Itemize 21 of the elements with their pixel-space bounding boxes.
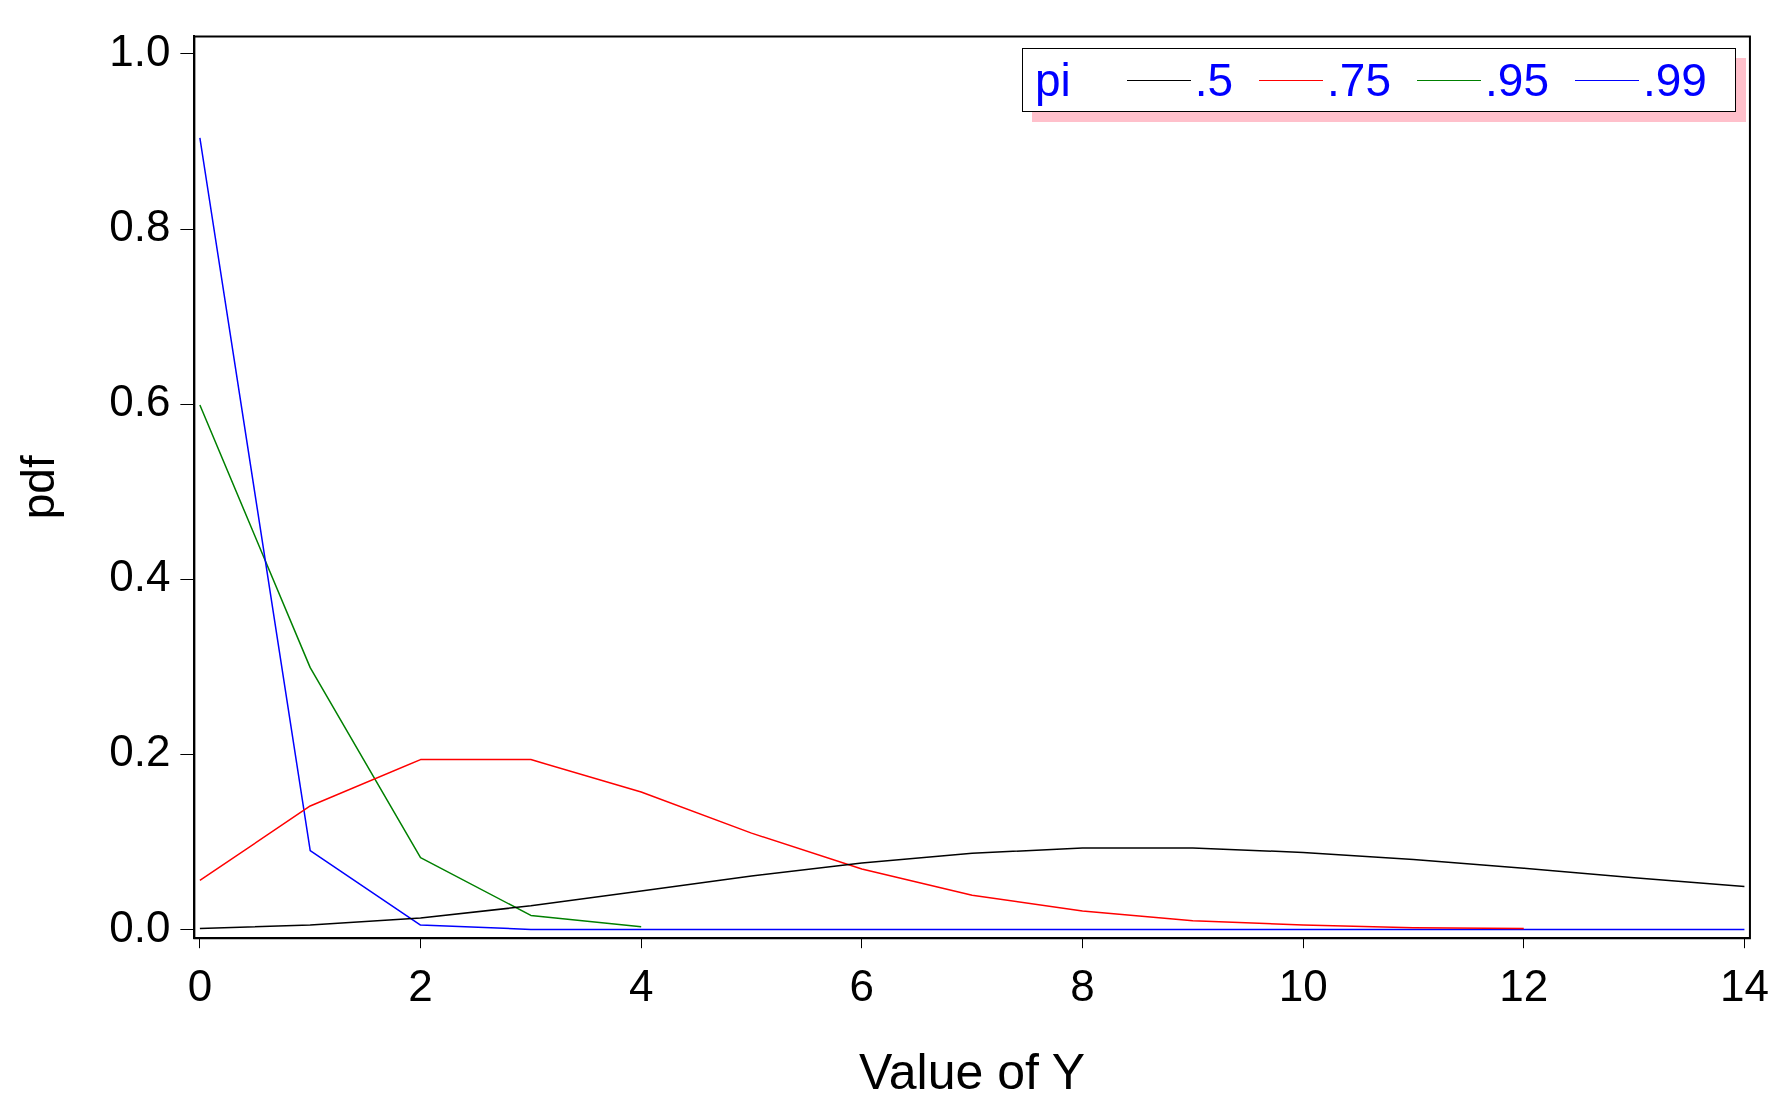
x-tick-label: 8 [1070, 960, 1095, 1010]
x-tick-label: 2 [408, 960, 433, 1010]
x-tick-label: 4 [628, 960, 654, 1010]
y-tick-label: 0.0 [109, 901, 171, 951]
legend-label: .99 [1643, 53, 1707, 108]
y-tick-label: 1.0 [109, 26, 171, 76]
y-axis-title: pdf [12, 455, 65, 520]
x-tick-label: 12 [1499, 960, 1549, 1010]
x-tick-label: 6 [849, 960, 875, 1010]
legend-label: .95 [1485, 53, 1549, 108]
legend-label: .5 [1194, 53, 1234, 108]
x-axis-title: Value of Y [859, 1043, 1086, 1100]
y-tick-label: 0.2 [109, 726, 171, 776]
x-tick-label: 0 [187, 960, 213, 1010]
x-tick-label: 10 [1278, 960, 1328, 1010]
y-tick-label: 0.6 [109, 376, 171, 426]
legend-label: .75 [1327, 53, 1392, 108]
y-tick-label: 0.8 [109, 201, 171, 251]
legend-title: pi [1034, 53, 1071, 108]
x-tick-label: 14 [1719, 960, 1769, 1010]
y-tick-label: 0.4 [109, 551, 171, 601]
